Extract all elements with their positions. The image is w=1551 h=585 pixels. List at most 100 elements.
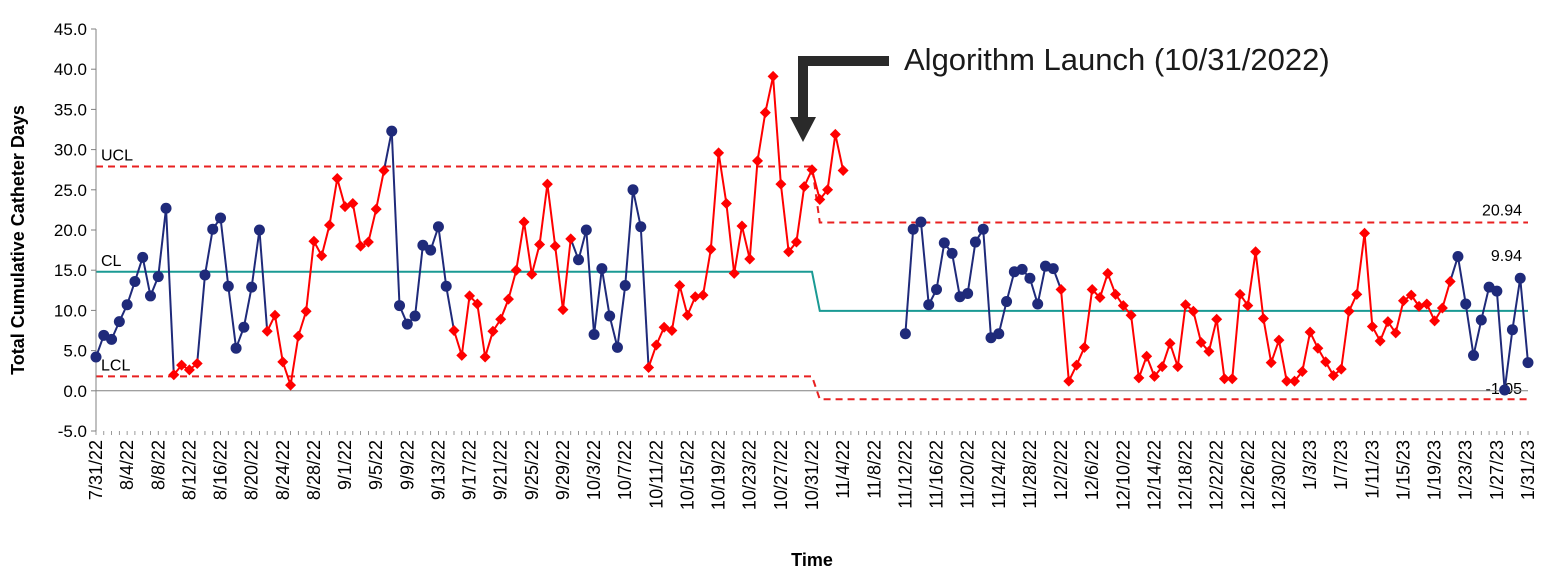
- axes: -5.0 0.0 5.0 10.0 15.0 20.0 25.0 30.0 35.0 40.0 45…: [54, 20, 1538, 510]
- x-tick-label: 12/30/22: [1269, 440, 1289, 510]
- x-tick-label: 12/26/22: [1238, 440, 1258, 510]
- series-line-segment: [1394, 300, 1405, 334]
- data-point-flagged: [1265, 357, 1277, 369]
- data-point-flagged: [347, 197, 359, 209]
- x-tick-label: 9/29/22: [553, 440, 573, 500]
- series-line-segment: [740, 225, 751, 260]
- x-tick-label: 1/27/23: [1487, 440, 1507, 500]
- data-point-flagged: [1335, 363, 1347, 375]
- data-point-flagged: [1327, 370, 1339, 382]
- data-point: [1522, 357, 1534, 369]
- x-tick-label: 9/25/22: [522, 440, 542, 500]
- y-tick-label: 5.0: [63, 342, 87, 361]
- series-line-segment: [157, 208, 168, 277]
- series-line-segment: [748, 160, 759, 260]
- x-tick-label: 1/3/23: [1300, 440, 1320, 490]
- data-point-flagged: [689, 291, 701, 303]
- series-line-segment: [639, 226, 650, 368]
- data-point: [1468, 349, 1480, 361]
- data-point-flagged: [1195, 337, 1207, 349]
- x-tick-label: 10/7/22: [615, 440, 635, 500]
- y-tick-label: 45.0: [54, 20, 87, 39]
- data-point-flagged: [1133, 372, 1145, 384]
- series-line-segment: [1511, 278, 1522, 330]
- data-point: [394, 300, 406, 312]
- series-line-segment: [1060, 289, 1070, 382]
- series-line-segment: [678, 285, 689, 316]
- data-point: [1499, 384, 1511, 396]
- annotation: Algorithm Launch (10/31/2022): [790, 42, 1330, 142]
- x-tick-label: 11/20/22: [958, 440, 978, 509]
- data-point-flagged: [316, 250, 328, 262]
- data-point-flagged: [767, 70, 779, 82]
- series-line-segment: [966, 241, 977, 294]
- cl-line: [96, 270, 1528, 312]
- series-line-segment: [445, 286, 455, 331]
- data-point-flagged: [1382, 316, 1394, 328]
- series-line-segment: [328, 178, 339, 226]
- series-line-segment: [670, 285, 681, 331]
- data-point-flagged: [1444, 275, 1456, 287]
- series-line-segment: [1355, 233, 1366, 295]
- data-point: [1001, 296, 1013, 308]
- data-point-flagged: [1351, 288, 1363, 300]
- data-point-flagged: [1234, 288, 1246, 300]
- data-point-flagged: [744, 253, 756, 265]
- series-line-segment: [982, 229, 992, 338]
- data-point-flagged: [502, 293, 514, 305]
- data-point-flagged: [1117, 300, 1129, 312]
- data-point-flagged: [1102, 267, 1114, 279]
- series-line-segment: [561, 238, 572, 310]
- series-line-segment: [382, 130, 393, 171]
- series-line-segment: [258, 229, 269, 332]
- data-point-flagged: [292, 330, 304, 342]
- series-line-segment: [1262, 318, 1273, 363]
- x-axis-title: Time: [791, 550, 833, 570]
- series-line-segment: [367, 208, 378, 243]
- y-tick-label: 20.0: [54, 221, 87, 240]
- data-point-flagged: [1071, 359, 1083, 371]
- data-point-flagged: [456, 349, 468, 361]
- x-tick-label: 1/15/23: [1393, 440, 1413, 500]
- data-point: [160, 202, 172, 214]
- series-line-segment: [1480, 286, 1491, 321]
- data-point-flagged: [183, 364, 195, 376]
- series-line-segment: [709, 152, 720, 250]
- series-line-segment: [320, 224, 331, 256]
- ucl-line: [96, 165, 1528, 224]
- data-point-flagged: [1141, 350, 1153, 362]
- series-line-segment: [997, 301, 1008, 334]
- data-point-flagged: [650, 339, 662, 351]
- data-point-flagged: [378, 165, 390, 177]
- y-tick-label: 10.0: [54, 301, 87, 320]
- x-tick-label: 12/18/22: [1176, 440, 1196, 510]
- x-tick-label: 1/31/23: [1518, 440, 1538, 500]
- data-point-flagged: [1125, 309, 1137, 321]
- data-point-flagged: [526, 268, 538, 280]
- x-tick-label: 10/15/22: [677, 440, 697, 510]
- series-line-segment: [1231, 294, 1242, 379]
- x-tick-label: 1/23/23: [1456, 440, 1476, 500]
- series-line-segment: [336, 178, 347, 207]
- data-point: [199, 269, 211, 281]
- ucl-label: UCL: [101, 147, 133, 164]
- data-point-flagged: [1405, 289, 1417, 301]
- data-point-flagged: [1110, 288, 1122, 300]
- series-line-segment: [632, 189, 642, 227]
- data-point-flagged: [783, 246, 795, 258]
- data-point-flagged: [1257, 312, 1269, 324]
- x-tick-label: 11/16/22: [927, 440, 947, 509]
- data-point-flagged: [168, 369, 180, 381]
- lcl-line: [96, 375, 1528, 401]
- data-point-flagged: [1312, 342, 1324, 354]
- series-line-segment: [1301, 331, 1312, 372]
- data-point-flagged: [1218, 373, 1230, 385]
- data-point: [923, 299, 935, 311]
- y-tick-label: -5.0: [58, 422, 87, 441]
- data-point-flagged: [308, 235, 320, 247]
- series-line-segment: [1246, 251, 1257, 306]
- series-line-segment: [375, 170, 385, 210]
- data-point: [113, 316, 125, 328]
- data-point-flagged: [277, 356, 289, 368]
- series-line-segment: [624, 189, 634, 286]
